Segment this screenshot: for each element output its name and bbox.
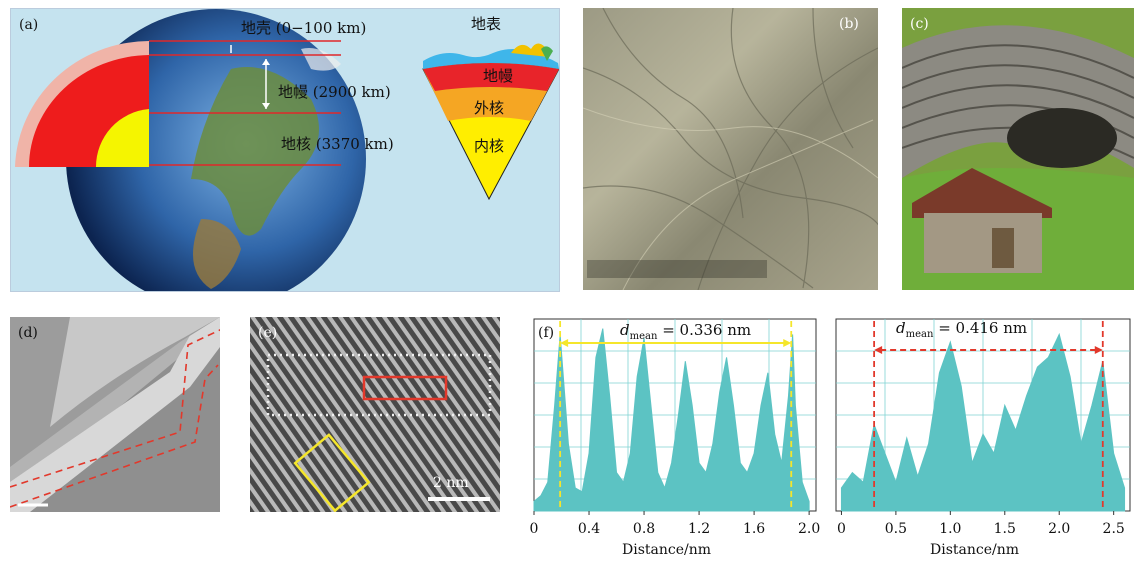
arrow-head <box>1094 346 1103 354</box>
wedge-mantle-label: 地幔 <box>483 67 514 85</box>
core-layer <box>95 109 149 167</box>
wedge-inner-core-label: 内核 <box>474 137 505 155</box>
panel-b-satellite-terrain: (b) <box>583 8 878 290</box>
x-tick-label: 0.4 <box>578 521 600 537</box>
arrow-head <box>560 339 569 347</box>
core-label: 地核 (3370 km) <box>281 135 394 153</box>
lattice-fringe-micrograph <box>250 317 500 512</box>
arrow-head <box>783 339 792 347</box>
panel-f-chart-left: 0 0.4 0.8 1.2 1.6 2.0 (f) dmean = 0.336 nm Di… <box>530 317 820 566</box>
panel-label: (b) <box>839 16 859 32</box>
continent-shape <box>193 219 241 289</box>
panel-label: (c) <box>910 16 929 32</box>
panel-label: (d) <box>18 325 38 341</box>
d-mean-annotation: dmean = 0.416 nm <box>896 319 1028 340</box>
cloud-shape <box>301 48 341 71</box>
eroded-terrain-image <box>583 8 878 290</box>
folded-strata-image <box>902 8 1134 290</box>
panel-label: (f) <box>538 325 555 341</box>
panel-a-earth-structure: (a) 地壳 (0−100 km) 地幔 (2900 km) 地核 (3370 … <box>10 8 560 292</box>
scale-bar-label: 2 nm <box>433 475 469 491</box>
tem-micrograph <box>10 317 220 512</box>
panel-d-tem-image: (d) <box>10 317 220 512</box>
wedge-mantle <box>423 63 559 91</box>
x-tick-label: 0.5 <box>885 521 907 537</box>
x-tick-label: 1.2 <box>688 521 710 537</box>
x-tick-label: 1.0 <box>939 521 961 537</box>
x-tick-label: 0 <box>530 521 538 537</box>
continent-shape <box>191 67 319 236</box>
wedge-outer-core-label: 外核 <box>474 99 505 117</box>
earth-cross-section-illustration <box>15 9 559 291</box>
x-axis-label: Distance/nm <box>930 542 1020 558</box>
red-box <box>362 375 448 401</box>
x-tick-label: 0.8 <box>633 521 655 537</box>
x-tick-label: 1.5 <box>994 521 1016 537</box>
arrow-head <box>874 346 883 354</box>
x-tick-label: 1.6 <box>743 521 765 537</box>
x-tick-label: 0 <box>837 521 846 537</box>
panel-label: (e) <box>258 325 278 341</box>
mantle-label: 地幔 (2900 km) <box>278 83 391 101</box>
x-tick-label: 2.0 <box>1048 521 1070 537</box>
intensity-area-series <box>840 332 1126 512</box>
panel-f-chart-right: 0 0.5 1.0 1.5 2.0 2.5 dmean = 0.416 nm Distan… <box>832 317 1136 566</box>
surface-mountain <box>511 43 549 57</box>
panel-c-folded-rock-photo: (c) <box>902 8 1134 290</box>
intensity-area-series <box>533 328 810 512</box>
x-tick-label: 2.0 <box>798 521 820 537</box>
yellow-box <box>293 433 371 512</box>
x-axis-label: Distance/nm <box>622 542 712 558</box>
x-tick-label: 2.5 <box>1103 521 1125 537</box>
crust-label: 地壳 (0−100 km) <box>241 19 367 37</box>
d-mean-annotation: dmean = 0.336 nm <box>620 321 752 342</box>
line-scan-chart-0336: 0 0.4 0.8 1.2 1.6 2.0 <box>530 318 820 537</box>
dotted-region <box>266 353 492 417</box>
panel-label: (a) <box>19 17 39 33</box>
surface-label: 地表 <box>471 15 502 33</box>
panel-e-hrtem-image: (e) 2 nm <box>250 317 500 512</box>
line-scan-chart-0416: 0 0.5 1.0 1.5 2.0 2.5 <box>835 318 1131 537</box>
